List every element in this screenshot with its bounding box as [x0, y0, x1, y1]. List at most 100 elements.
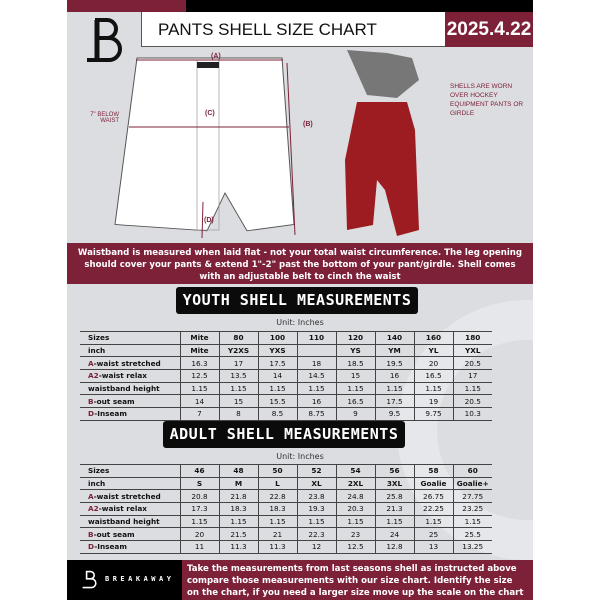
- table-cell: 15.5: [257, 394, 297, 409]
- row-label: A2-waist relax: [80, 502, 180, 516]
- row-label-prefix: A2: [88, 504, 99, 514]
- row-label: A-waist stretched: [80, 356, 180, 371]
- table-cell: 110: [296, 331, 336, 345]
- table-cell: 19.3: [296, 502, 336, 516]
- table-cell: Mite: [179, 331, 219, 345]
- table-cell: 18: [296, 356, 336, 371]
- row-label-text: -waist relax: [98, 504, 147, 514]
- table-cell: 22.8: [257, 489, 297, 504]
- row-label-prefix: A2: [88, 371, 99, 381]
- date-badge: 2025.4.22: [445, 12, 533, 47]
- table-cell: 16: [374, 369, 414, 383]
- label-b: (B): [303, 121, 313, 128]
- row-label-text: -Inseam: [94, 542, 127, 552]
- row-label: inch: [80, 477, 180, 491]
- measure-line-b: [286, 62, 296, 236]
- table-cell: 15: [335, 369, 375, 383]
- table-cell: 11.3: [257, 540, 297, 554]
- table-cell: 1.15: [335, 382, 375, 396]
- table-cell: 58: [413, 464, 453, 478]
- label-d: (D): [204, 217, 214, 224]
- footer-line: on the chart, if you need a larger size …: [187, 588, 524, 598]
- table-row: B-out seam 14 15 15.5 16 16.5 17.5 19 20.5: [80, 394, 492, 409]
- footer-brand-area: [67, 560, 182, 600]
- row-label: B-out seam: [80, 527, 180, 542]
- row-label-text: -waist stretched: [93, 491, 161, 501]
- table-cell: 17.3: [179, 502, 219, 516]
- table-row: Sizes Mite 80 100 110 120 140 160 180: [80, 331, 492, 345]
- table-cell: 11: [179, 540, 219, 554]
- table-row: B-out seam 20 21.5 21 22.3 23 24 25 25.5: [80, 527, 492, 542]
- table-cell: 14: [179, 394, 219, 409]
- table-cell: 23.8: [296, 489, 336, 504]
- footer-line: Take the measurements from last seasons …: [187, 564, 517, 574]
- table-row: inch S M L XL 2XL 3XL Goalie Goalie+: [80, 477, 492, 491]
- table-cell: 16: [296, 394, 336, 409]
- table-cell: Y2XS: [218, 344, 258, 358]
- table-cell: 24.8: [335, 489, 375, 504]
- table-cell: 21.8: [218, 489, 258, 504]
- table-cell: Goalie+: [452, 477, 492, 491]
- table-cell: 1.15: [374, 515, 414, 529]
- shell-pants-image: [345, 102, 419, 236]
- table-row: A2-waist relax 17.3 18.3 18.3 19.3 20.3 21.3 22…: [80, 502, 492, 516]
- table-cell: 25.5: [452, 527, 492, 542]
- table-cell: 14: [257, 369, 297, 383]
- table-cell: 160: [413, 331, 453, 345]
- row-label: Sizes: [80, 464, 180, 478]
- table-cell: 24: [374, 527, 414, 542]
- brand-name: BREAKAWAY: [105, 575, 175, 583]
- row-label: waistband height: [80, 382, 180, 396]
- table-cell: 1.15: [452, 515, 492, 529]
- table-cell: 16.5: [335, 394, 375, 409]
- footer-instructions: Take the measurements from last seasons …: [182, 560, 533, 600]
- row-label-text: -out seam: [93, 529, 135, 539]
- table-cell: 18.5: [335, 356, 375, 371]
- table-cell: 7: [179, 407, 219, 421]
- table-row: waistband height 1.15 1.15 1.15 1.15 1.15 1.15…: [80, 515, 492, 529]
- footer-logo-icon: [82, 570, 97, 589]
- table-cell: 80: [218, 331, 258, 345]
- row-label-prefix: B: [88, 529, 94, 539]
- table-cell: Mite: [179, 344, 219, 358]
- table-cell: XL: [296, 477, 336, 491]
- table-cell: YL: [413, 344, 453, 358]
- measure-line-d: [201, 201, 204, 239]
- table-row: A2-waist relax 12.5 13.5 14 14.5 15 16 16.5 17: [80, 369, 492, 383]
- table-cell: 20: [413, 356, 453, 371]
- table-cell: 18.3: [257, 502, 297, 516]
- table-cell: YS: [335, 344, 375, 358]
- table-cell: 13: [413, 540, 453, 554]
- table-row: Sizes 46 48 50 52 54 56 58 60: [80, 464, 492, 478]
- table-cell: M: [218, 477, 258, 491]
- table-cell: 25: [413, 527, 453, 542]
- table-cell: 16.3: [179, 356, 219, 371]
- row-label: A2-waist relax: [80, 369, 180, 383]
- table-cell: 21.3: [374, 502, 414, 516]
- table-cell: 1.15: [296, 382, 336, 396]
- table-cell: 100: [257, 331, 297, 345]
- table-cell: 120: [335, 331, 375, 345]
- row-label-text: waistband height: [88, 517, 160, 527]
- table-row: A-waist stretched 20.8 21.8 22.8 23.8 24.8 25.…: [80, 489, 492, 504]
- table-cell: 1.15: [257, 382, 297, 396]
- table-cell: [296, 344, 336, 358]
- table-cell: 8.75: [296, 407, 336, 421]
- girdle-image: [347, 50, 419, 98]
- table-cell: 1.15: [218, 382, 258, 396]
- table-cell: 11.3: [218, 540, 258, 554]
- table-cell: 17: [218, 356, 258, 371]
- table-cell: 19: [413, 394, 453, 409]
- pants-diagram: [114, 50, 419, 239]
- table-cell: 52: [296, 464, 336, 478]
- table-cell: 12.8: [374, 540, 414, 554]
- youth-title: YOUTH SHELL MEASUREMENTS: [176, 287, 418, 314]
- table-cell: 20.5: [452, 356, 492, 371]
- row-label: D-Inseam: [80, 407, 180, 421]
- adult-title: ADULT SHELL MEASUREMENTS: [163, 421, 405, 448]
- table-cell: 21: [257, 527, 297, 542]
- table-cell: 1.15: [413, 515, 453, 529]
- table-cell: 2XL: [335, 477, 375, 491]
- row-label-text: -waist stretched: [93, 358, 161, 368]
- table-cell: 22.3: [296, 527, 336, 542]
